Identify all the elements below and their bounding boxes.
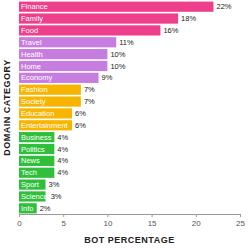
chart: Finance Family Food Travel Health Home Economy… [0, 0, 250, 250]
data-label: 2% [40, 204, 51, 213]
category-label: Business [21, 133, 52, 142]
bar [19, 49, 107, 59]
tick: 5 [61, 214, 66, 228]
x-axis: 0 5 10 15 20 25 [17, 214, 245, 228]
data-label: 10% [110, 50, 125, 59]
category-label: Education [21, 109, 54, 118]
category-label: Sport [21, 180, 40, 189]
tick-label: 10 [103, 219, 112, 228]
data-label: 4% [57, 156, 68, 165]
tick-mark [196, 214, 197, 217]
tick-mark [240, 214, 241, 217]
bar [19, 120, 72, 130]
data-label: 9% [102, 73, 113, 82]
tick-label: 25 [236, 219, 245, 228]
tick: 15 [148, 214, 157, 228]
x-axis-title: BOT PERCENTAGE [84, 235, 174, 245]
bar [19, 25, 160, 35]
bar [19, 179, 46, 189]
tick-mark [19, 214, 20, 217]
category-label: News [21, 156, 40, 165]
data-label: 6% [75, 109, 86, 118]
bar [19, 132, 54, 142]
tick-label: 15 [148, 219, 157, 228]
tick: 0 [17, 214, 22, 228]
tick: 10 [103, 214, 112, 228]
tick-label: 0 [17, 219, 22, 228]
bar [19, 168, 54, 178]
category-label: Finance [21, 2, 48, 11]
tick: 20 [192, 214, 201, 228]
data-label: 3% [49, 180, 60, 189]
bar [19, 85, 81, 95]
tick-mark [63, 214, 64, 217]
category-label: Economy [21, 73, 53, 82]
data-label: 18% [181, 14, 196, 23]
category-label: Tech [21, 168, 37, 177]
bar [19, 13, 178, 23]
bar [19, 144, 54, 154]
category-label: Fashion [21, 85, 48, 94]
data-label: 22% [216, 2, 231, 11]
data-label: 16% [163, 26, 178, 35]
category-label: Health [21, 50, 43, 59]
data-label: 3% [51, 192, 62, 201]
category-label: Home [21, 62, 41, 71]
tick-mark [107, 214, 108, 217]
tick-label: 20 [192, 219, 201, 228]
data-label: 4% [57, 133, 68, 142]
category-label: Travel [21, 38, 42, 47]
data-label: 6% [75, 121, 86, 130]
bar [19, 156, 54, 166]
tick-mark [152, 214, 153, 217]
bar [19, 61, 107, 71]
category-label: Entertainment [21, 121, 69, 130]
data-label: 4% [57, 145, 68, 154]
data-label: 7% [84, 97, 95, 106]
category-label: Food [21, 26, 38, 35]
bar [19, 2, 213, 12]
category-label: Politics [21, 145, 45, 154]
category-labels: Finance Family Food Travel Health Home Economy… [21, 2, 69, 213]
category-label: Science [21, 192, 48, 201]
category-label: Info [21, 204, 34, 213]
bar [19, 96, 81, 106]
tick-label: 5 [61, 219, 66, 228]
category-label: Family [21, 14, 43, 23]
data-label: 11% [119, 38, 134, 47]
bars [19, 2, 213, 214]
category-label: Society [21, 97, 46, 106]
bar [19, 73, 99, 83]
bar [19, 203, 37, 213]
bar [19, 108, 72, 118]
bar [19, 37, 116, 47]
data-labels: 22% 18%16% 11% 10% 10% 9% 7% 7% 6% 6% 4% 4% 4% 4% 3% 3%… [40, 2, 232, 213]
axis-line [20, 215, 241, 218]
data-label: 4% [57, 168, 68, 177]
data-label: 7% [84, 85, 95, 94]
data-label: 10% [110, 62, 125, 71]
y-axis-title: DOMAIN CATEGORY [2, 59, 12, 156]
tick: 25 [236, 214, 245, 228]
